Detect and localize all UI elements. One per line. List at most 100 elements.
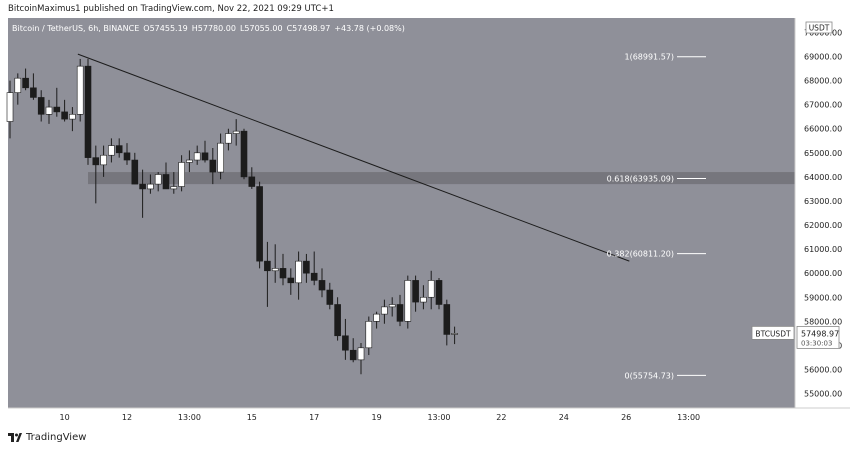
candle-body [396,304,404,322]
candle-body [170,186,178,190]
time-tick-label: 24 [559,413,569,422]
price-tick-label: 56000.00 [804,365,842,374]
candle-body [318,280,326,291]
time-tick-label: 10 [60,413,70,422]
candle-body [22,77,29,89]
candle-body [53,106,61,113]
candle-countdown: 03:30:03 [801,339,832,347]
candle-body [45,106,53,115]
time-tick-label: 13:00 [427,413,450,422]
candle-body [443,304,451,335]
candle-body [373,313,380,322]
price-tick-label: 61000.00 [804,245,842,254]
candle-body [287,277,295,284]
time-tick-label: 13:00 [178,413,201,422]
price-tick-label: 67000.00 [804,101,842,110]
candle-body [248,176,256,187]
candle-body [6,92,14,122]
candle-body [186,159,193,163]
candle-body [131,159,139,185]
candle-body [451,333,458,335]
time-tick-label: 13:00 [677,413,700,422]
candle-body [162,174,170,190]
candle-body [357,347,365,361]
time-tick-label: 17 [309,413,319,422]
currency-label-box [805,21,833,34]
time-tick-label: 19 [372,413,382,422]
candle-body [349,349,357,361]
candle-body [342,335,349,351]
candle-body [108,145,115,156]
candle-body [303,260,310,274]
price-tick-label: 64000.00 [804,173,842,182]
publish-info: BitcoinMaximus1 published on TradingView… [8,4,334,14]
candle-body [232,130,240,134]
candle-body [209,159,217,173]
price-tick-label: 66000.00 [804,125,842,134]
candle-body [37,97,45,115]
price-tick-label: 69000.00 [804,53,842,62]
candle-body [147,183,154,190]
candle-body [388,304,396,308]
fib-level-label: 0(55754.73) [624,371,674,380]
candle-body [76,65,84,115]
candle-body [14,77,22,93]
candle-body [115,145,123,154]
price-tag-value: 57498.97 [801,329,839,338]
candle-body [217,142,224,173]
candle-body [295,260,302,284]
tradingview-logo-icon [8,433,22,442]
price-tick-label: 65000.00 [804,149,842,158]
candle-body [84,65,92,158]
candle-body [326,289,334,305]
candle-body [69,113,76,120]
candle-body [201,152,209,161]
candle-body [427,280,435,298]
symbol-tag: BTCUSDT [755,329,791,338]
price-tick-label: 55000.00 [804,390,842,399]
candle-body [381,306,388,315]
candle-body [225,133,232,144]
candle-body [256,186,263,262]
resistance-zone [88,172,795,185]
plot-area[interactable] [8,18,795,408]
price-tag-box [796,325,840,349]
candle-body [178,162,185,187]
symbol-header: Bitcoin / TetherUS, 6h, BINANCE O57455.19… [12,24,405,33]
candle-body [264,260,271,272]
price-tick-label: 62000.00 [804,221,842,230]
candle-body [279,268,287,279]
price-tick-label: 58000.00 [804,317,842,326]
candle-body [193,152,201,161]
candle-body [240,130,248,178]
price-tick-label: 63000.00 [804,197,842,206]
candle-body [420,296,427,303]
fib-level-label: 0.618(63935.09) [607,174,674,183]
tradingview-footer[interactable]: TradingView [8,432,86,443]
tradingview-brand: TradingView [26,432,87,443]
candle-body [412,280,419,303]
time-tick-label: 15 [247,413,257,422]
candle-body [365,321,373,349]
time-tick-label: 12 [122,413,132,422]
publish-bar: BitcoinMaximus1 published on TradingView… [0,0,850,18]
candle-body [139,183,146,190]
time-axis[interactable] [8,408,795,426]
candle-body [30,87,37,98]
descending-trendline[interactable] [77,53,630,262]
btc-candlestick-chart[interactable]: 1(68991.57) 0.618(63935.09) 0.382(60811.20… [0,18,850,426]
price-tick-label: 68000.00 [804,77,842,86]
symbol-tag-box [751,325,795,340]
candle-body [435,280,443,305]
candle-body [123,152,131,161]
currency-label: USDT [809,24,830,33]
fib-level-label: 1(68991.57) [624,53,674,62]
candle-body [61,111,68,120]
candle-body [271,268,279,272]
candle-body [100,154,107,166]
time-tick-label: 26 [621,413,631,422]
price-tick-label: 60000.00 [804,269,842,278]
candle-body [404,280,412,322]
candle-body [334,304,341,337]
price-tick-label: 59000.00 [804,293,842,302]
